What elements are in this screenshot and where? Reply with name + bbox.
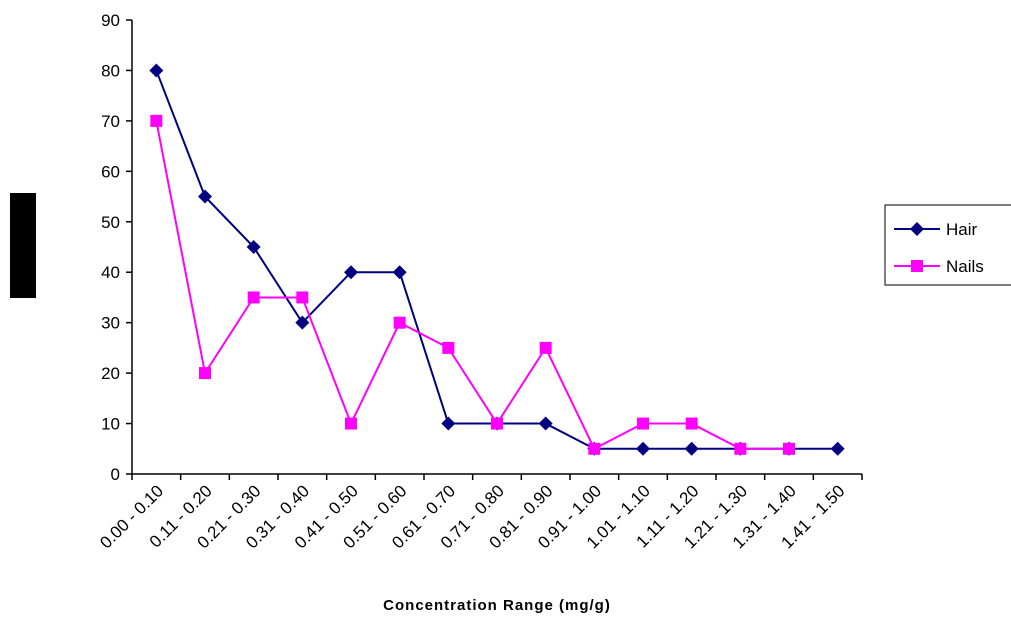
data-point-nails (685, 417, 698, 430)
legend-label: Nails (946, 257, 984, 276)
y-tick-label: 80 (101, 61, 120, 80)
data-point-nails (150, 114, 163, 127)
y-tick-label: 10 (101, 415, 120, 434)
data-point-hair (830, 441, 845, 456)
data-point-nails (637, 417, 649, 430)
y-axis-title-box (10, 193, 36, 298)
data-point-hair (295, 315, 310, 330)
legend-marker (910, 222, 924, 236)
data-point-hair (246, 240, 261, 254)
y-tick-label: 70 (101, 112, 120, 131)
data-point-nails (539, 341, 552, 354)
data-point-nails (734, 442, 747, 455)
data-point-nails (491, 417, 503, 430)
data-point-hair (344, 265, 358, 280)
legend-label: Hair (946, 220, 978, 239)
x-axis: 0.00 - 0.100.11 - 0.200.21 - 0.300.31 - … (96, 473, 863, 552)
legend: Hair Nails (884, 204, 1011, 286)
series-line-nails (155, 120, 789, 451)
series-area (149, 63, 845, 456)
data-point-hair (392, 265, 407, 280)
data-point-nails (393, 316, 406, 329)
y-tick-label: 30 (101, 314, 120, 333)
data-point-nails (345, 417, 357, 430)
data-point-nails (783, 442, 795, 455)
data-point-hair (198, 189, 212, 204)
y-tick-label: 40 (101, 263, 120, 282)
data-point-hair (538, 416, 553, 431)
y-axis: 0 10 20 30 40 50 60 70 80 90 (101, 11, 133, 484)
x-axis-title: Concentration Range (mg/g) (383, 597, 611, 614)
y-tick-label: 0 (111, 465, 120, 484)
legend-marker (911, 260, 923, 272)
y-tick-label: 90 (101, 11, 120, 30)
y-tick-label: 50 (101, 213, 120, 232)
series-line-hair (155, 70, 838, 450)
data-point-nails (442, 341, 455, 354)
data-point-hair (684, 441, 699, 456)
data-point-nails (247, 291, 260, 304)
data-point-nails (199, 367, 211, 380)
data-point-hair (149, 63, 164, 78)
y-tick-label: 60 (101, 162, 120, 181)
data-point-hair (441, 416, 456, 431)
y-tick-label: 20 (101, 364, 120, 383)
data-point-hair (636, 441, 650, 456)
legend-box (884, 204, 1011, 286)
data-point-nails (296, 291, 309, 304)
data-point-nails (588, 442, 601, 455)
